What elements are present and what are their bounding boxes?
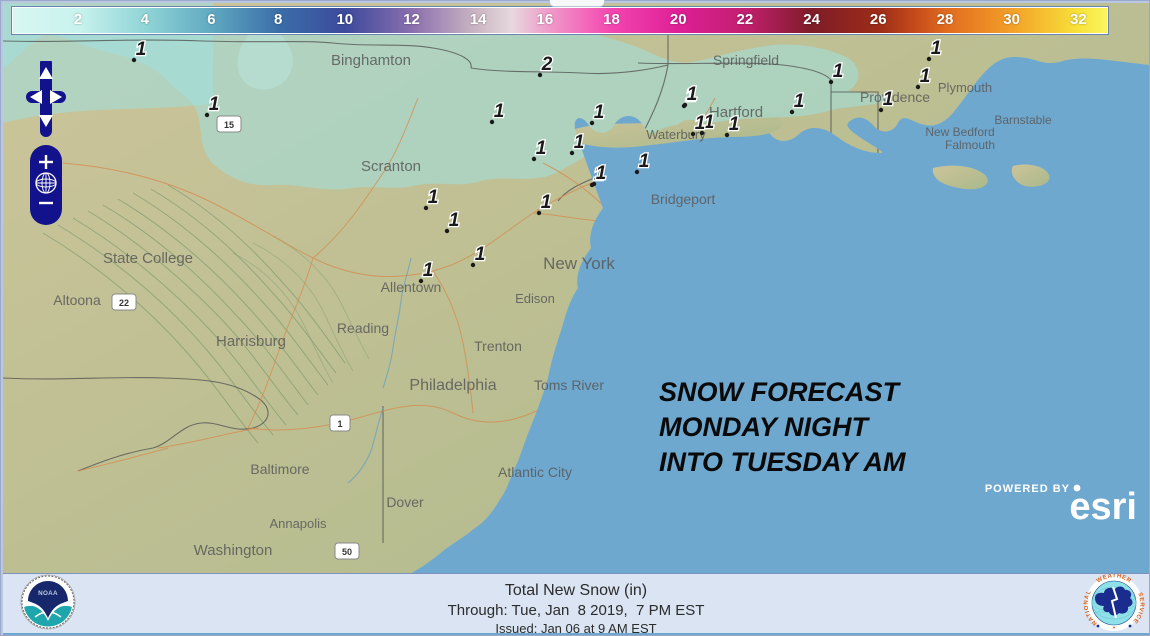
svg-text:15: 15 [224,120,234,130]
svg-text:MONDAY NIGHT: MONDAY NIGHT [659,412,871,442]
svg-text:Atlantic City: Atlantic City [498,464,572,480]
svg-text:Plymouth: Plymouth [938,80,992,95]
svg-text:esri: esri [1069,486,1137,528]
svg-text:New York: New York [543,254,615,273]
svg-text:INTO TUESDAY AM: INTO TUESDAY AM [659,447,906,477]
svg-text:Trenton: Trenton [474,338,522,354]
svg-text:SNOW FORECAST: SNOW FORECAST [659,377,902,407]
svg-text:Providence: Providence [860,89,930,105]
svg-text:State College: State College [103,250,193,267]
svg-text:Scranton: Scranton [361,158,421,175]
svg-text:Altoona: Altoona [53,292,101,308]
svg-text:POWERED BY: POWERED BY [985,483,1070,495]
svg-text:Harrisburg: Harrisburg [216,333,286,350]
svg-text:Reading: Reading [337,320,389,336]
svg-text:22: 22 [119,298,129,308]
svg-text:Allentown: Allentown [381,279,442,295]
svg-text:Springfield: Springfield [713,52,779,68]
svg-text:Toms River: Toms River [534,377,604,393]
svg-text:New Bedford: New Bedford [925,125,994,139]
svg-text:Edison: Edison [515,291,555,306]
svg-text:50: 50 [342,547,352,557]
svg-text:Binghamton: Binghamton [331,52,411,69]
svg-text:Baltimore: Baltimore [250,461,309,477]
svg-text:NOAA: NOAA [38,590,58,597]
svg-text:Bridgeport: Bridgeport [651,191,716,207]
svg-text:Dover: Dover [386,494,424,510]
svg-text:Annapolis: Annapolis [269,516,327,531]
svg-text:Falmouth: Falmouth [945,138,995,152]
svg-text:Washington: Washington [194,542,273,559]
svg-text:Barnstable: Barnstable [994,113,1052,127]
svg-text:1: 1 [337,419,342,429]
svg-text:Philadelphia: Philadelphia [409,377,496,394]
